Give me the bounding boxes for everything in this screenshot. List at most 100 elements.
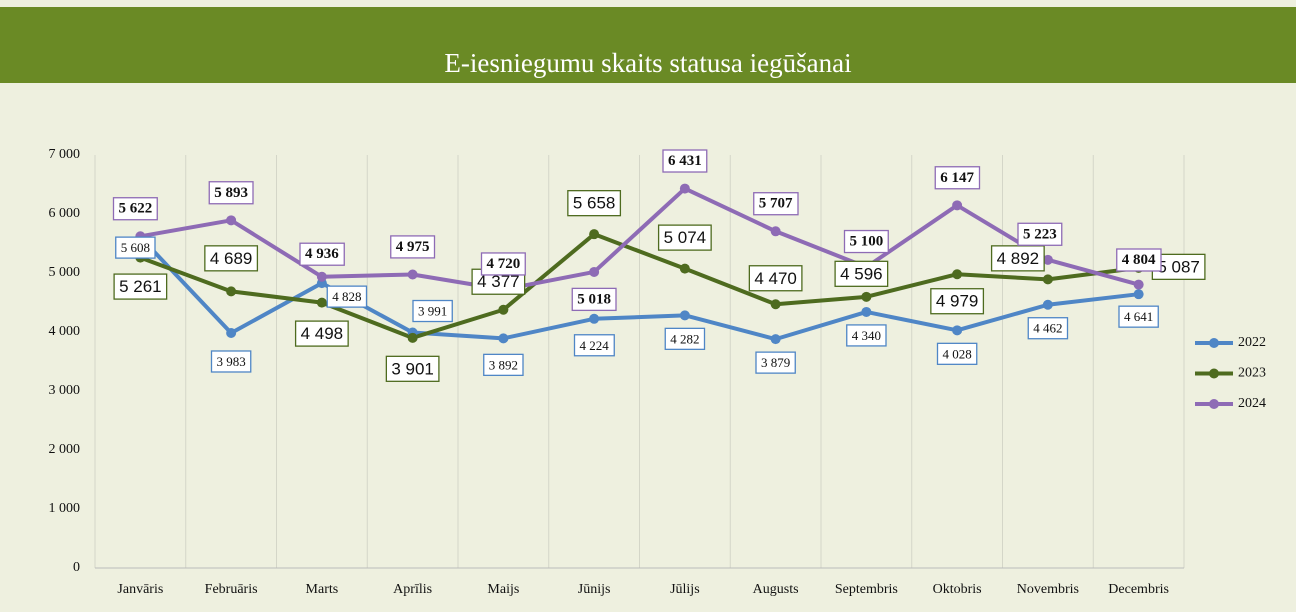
data-label-text: 5 707: [759, 196, 793, 212]
data-label: 5 707: [753, 192, 799, 216]
data-point: [1042, 254, 1053, 265]
data-label-text: 4 892: [997, 249, 1040, 268]
data-label-box: [1027, 317, 1069, 340]
data-label-text: 4 340: [852, 328, 881, 343]
data-point: [1042, 274, 1053, 285]
data-label-text: 5 018: [577, 291, 611, 307]
series-line: [138, 235, 1139, 342]
data-label-box: [1017, 222, 1063, 246]
data-label: 5 622: [112, 197, 158, 221]
y-tick-label: 5 000: [49, 265, 81, 280]
data-label: 4 641: [1118, 305, 1159, 328]
data-label: 4 498: [294, 320, 349, 347]
data-point: [770, 299, 781, 310]
data-label-box: [480, 252, 526, 276]
data-point: [679, 183, 690, 194]
data-label-text: 4 641: [1124, 309, 1153, 324]
data-label-text: 3 991: [418, 304, 447, 319]
data-point: [952, 200, 963, 211]
data-label-text: 5 893: [214, 185, 248, 201]
data-label-text: 4 979: [936, 292, 979, 311]
data-label: 3 892: [483, 353, 524, 377]
data-point: [770, 226, 781, 237]
data-label-box: [113, 273, 168, 300]
data-label-text: 4 282: [670, 331, 699, 346]
x-tick-label: Oktobris: [933, 582, 982, 597]
data-label-box: [390, 235, 436, 259]
data-label-text: 5 622: [119, 201, 153, 217]
data-label: 3 991: [412, 299, 453, 323]
x-tick-label: Jūlijs: [670, 582, 700, 597]
data-label-text: 4 975: [396, 239, 430, 255]
data-label-box: [662, 149, 708, 173]
x-tick-label: Marts: [306, 582, 339, 597]
data-label-box: [990, 245, 1045, 272]
data-label-text: 5 223: [1023, 226, 1057, 242]
x-tick-label: Decembris: [1108, 582, 1169, 597]
data-point: [1133, 279, 1144, 290]
data-label-text: 5 087: [1157, 257, 1200, 276]
data-label-box: [385, 355, 440, 382]
data-label: 3 901: [385, 355, 440, 382]
data-label-box: [115, 236, 156, 259]
data-label-box: [1118, 305, 1159, 328]
y-tick-label: 1 000: [49, 501, 81, 516]
y-tick-label: 2 000: [49, 442, 81, 457]
data-point: [1133, 289, 1144, 300]
data-point: [498, 333, 509, 344]
data-label-text: 5 608: [121, 240, 150, 255]
data-label-box: [112, 197, 158, 221]
data-point: [952, 325, 963, 336]
data-label-box: [299, 242, 345, 266]
data-label-text: 5 658: [573, 194, 616, 213]
y-tick-label: 4 000: [49, 324, 81, 339]
data-label-box: [210, 350, 252, 373]
data-label-box: [934, 166, 981, 190]
data-label-text: 4 498: [301, 324, 344, 343]
data-label-text: 4 720: [487, 256, 521, 272]
data-label-box: [664, 327, 706, 350]
y-tick-label: 3 000: [49, 383, 81, 398]
data-label-box: [204, 245, 259, 272]
data-label: 4 892: [990, 245, 1045, 272]
data-label-text: 3 892: [489, 357, 518, 372]
data-label: 4 975: [390, 235, 436, 259]
data-label: 4 936: [299, 242, 345, 266]
data-label-box: [834, 260, 889, 287]
data-label-text: 6 147: [940, 170, 974, 186]
data-label-box: [571, 287, 617, 312]
data-label: 3 879: [755, 351, 796, 374]
data-label-box: [843, 229, 889, 254]
data-label: 5 223: [1017, 222, 1063, 246]
legend-marker: [1209, 338, 1219, 348]
data-point: [679, 263, 690, 274]
data-point: [316, 271, 327, 282]
data-label-box: [936, 342, 978, 365]
data-label-text: 5 261: [119, 277, 162, 296]
data-label-box: [846, 324, 887, 347]
data-label-text: 4 470: [754, 269, 797, 288]
data-label-box: [567, 190, 622, 217]
data-label: 5 658: [567, 190, 622, 217]
x-tick-label: Februāris: [205, 582, 258, 597]
data-point: [589, 266, 600, 277]
data-point: [679, 310, 690, 321]
data-point: [952, 269, 963, 280]
legend-label: 2024: [1238, 396, 1266, 411]
chart-title: E-iesniegumu skaits statusa iegūšanai: [444, 48, 851, 78]
data-label: 4 979: [930, 288, 985, 315]
data-label-text: 3 879: [761, 355, 790, 370]
data-label-box: [1116, 248, 1162, 272]
y-tick-label: 7 000: [49, 147, 81, 162]
data-label-box: [294, 320, 349, 347]
data-point: [407, 332, 418, 343]
data-label-box: [657, 224, 712, 251]
data-point: [407, 269, 418, 280]
data-label-box: [326, 285, 368, 308]
data-label: 3 983: [210, 350, 252, 373]
data-point: [226, 286, 237, 297]
data-label-text: 4 804: [1122, 252, 1156, 268]
data-label: 4 470: [748, 265, 803, 292]
series-line: [139, 232, 1139, 340]
data-label-box: [755, 351, 796, 374]
